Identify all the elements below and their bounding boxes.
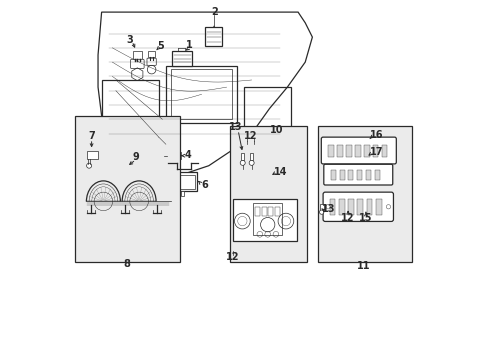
Bar [176,192,179,196]
Text: 15: 15 [359,212,372,222]
Bar [347,199,353,215]
Text: 17: 17 [369,147,383,157]
Text: 6: 6 [201,180,207,190]
Text: 9: 9 [132,152,139,162]
Bar [205,27,222,46]
FancyBboxPatch shape [321,137,395,164]
FancyBboxPatch shape [323,164,392,185]
Text: 10: 10 [269,125,283,135]
Bar [172,51,192,66]
Text: 3: 3 [126,35,133,45]
Circle shape [234,213,250,229]
Bar [348,170,353,180]
Bar [171,69,231,119]
Circle shape [319,210,323,214]
Bar [249,153,253,160]
Bar [357,199,363,215]
Bar [274,207,279,216]
Bar [267,207,272,216]
Bar [372,145,378,157]
Bar [253,203,282,235]
Text: 12: 12 [225,252,239,262]
Text: 12: 12 [341,212,354,222]
Bar [328,145,333,157]
Text: 8: 8 [123,259,130,269]
Bar [181,192,184,196]
Bar [337,145,342,157]
Bar [346,145,351,157]
Bar [87,151,98,158]
FancyBboxPatch shape [130,59,144,68]
Bar [354,145,360,157]
Circle shape [278,213,293,229]
Bar [171,172,197,192]
Bar [357,170,362,180]
Bar [375,199,381,215]
Bar [165,66,237,123]
Text: 5: 5 [157,41,163,51]
Text: 16: 16 [369,130,383,140]
Text: 14: 14 [273,167,286,177]
FancyBboxPatch shape [147,58,156,65]
Bar [244,87,290,130]
Bar [329,199,335,215]
Circle shape [86,163,91,168]
Bar [330,170,335,180]
Text: 11: 11 [357,261,370,271]
Text: 4: 4 [184,150,191,160]
Bar [132,51,142,59]
Circle shape [240,160,244,165]
Bar [233,199,296,241]
Bar [317,126,411,262]
Text: 13: 13 [228,122,242,132]
Text: 13: 13 [322,204,335,214]
Bar [173,175,195,189]
Text: 2: 2 [210,7,217,17]
FancyBboxPatch shape [323,192,393,221]
Circle shape [248,160,254,165]
Bar [339,170,344,180]
Bar [255,207,260,216]
Bar [241,153,244,160]
Bar [366,199,372,215]
Bar [230,126,306,262]
Bar [166,152,181,159]
Bar [364,145,369,157]
Text: 12: 12 [244,131,257,141]
Bar [75,116,180,262]
Bar [338,199,344,215]
Bar [381,145,386,157]
Bar [261,207,266,216]
Bar [374,170,380,180]
Text: 7: 7 [88,131,95,141]
Bar [366,170,370,180]
Bar [102,80,159,130]
Text: 1: 1 [185,40,192,50]
Bar [319,204,323,210]
Bar [148,51,155,58]
